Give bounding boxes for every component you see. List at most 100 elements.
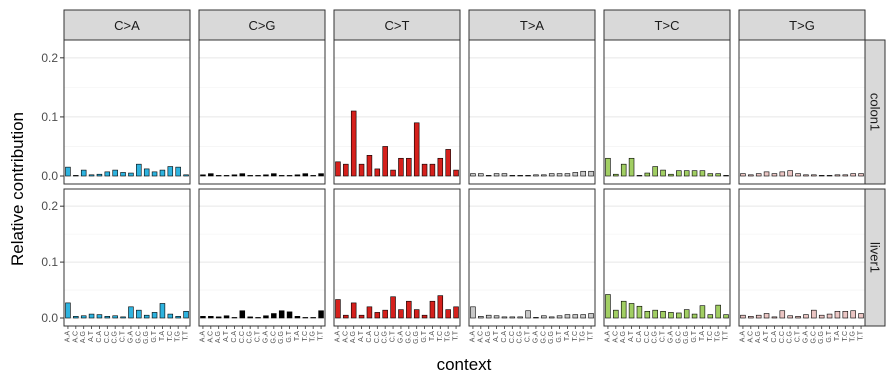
bar-C.A (96, 314, 103, 319)
x-tick-label: A.A (604, 331, 611, 343)
bar-T.C (842, 310, 849, 319)
row-strip-colon1: colon1 (864, 39, 886, 185)
x-axis-title: context (437, 355, 492, 374)
panel-colon1-T-C (603, 39, 731, 185)
bar-G.C (136, 309, 142, 319)
x-tick-label: A.A (64, 331, 71, 343)
bar-A.G (350, 110, 357, 177)
bar-A.G (620, 300, 627, 319)
bar-A.T (358, 163, 365, 177)
bar-T.A (699, 170, 706, 177)
bar-A.C (73, 316, 79, 319)
x-tick-label: A.C (747, 331, 754, 343)
bar-A.T (628, 303, 635, 319)
bar-C.T (525, 175, 531, 177)
bar-T.T (318, 310, 324, 319)
bar-C.G (652, 309, 658, 319)
bar-G.G (683, 309, 690, 319)
x-tick-label: C.A (366, 331, 373, 343)
bar-A.A (335, 161, 341, 177)
facet-strip-C-A: C>A (63, 9, 191, 41)
bar-A.T (223, 175, 230, 177)
x-tick-label: C.T (120, 330, 127, 342)
bar-A.G (485, 314, 492, 319)
x-tick-label: C.G (652, 331, 659, 343)
bar-A.T (88, 313, 95, 319)
bar-C.A (366, 155, 373, 177)
x-ticks-C-T: A.A A.C A.G A.T C.A C.C C.G C.T G.A G.C G.G G.T T.A T… (334, 326, 460, 344)
bar-A.C (478, 173, 484, 177)
bar-G.C (811, 309, 817, 319)
x-tick-label: T.A (564, 331, 571, 341)
x-tick-label: C.C (509, 331, 516, 343)
bar-G.G (683, 170, 690, 177)
x-tick-label: G.C (270, 331, 277, 343)
panels-layer: C>A C>G C>T T>A T>C T>Gcolon1liver10.00.10.20… (41, 9, 886, 344)
bar-T.A (564, 173, 571, 177)
bar-T.G (850, 173, 856, 177)
bar-T.A (294, 316, 301, 319)
facet-strip-T-C: T>C (603, 9, 731, 41)
bar-A.G (755, 314, 762, 319)
bar-A.C (343, 314, 349, 319)
x-tick-label: C.C (104, 331, 111, 343)
bar-G.A (803, 174, 809, 177)
bar-T.C (302, 173, 309, 177)
bar-C.A (96, 173, 103, 177)
x-tick-label: G.C (540, 331, 547, 343)
bar-T.G (715, 304, 721, 319)
x-tick-label: C.A (231, 331, 238, 343)
facet-strip-bg (468, 9, 596, 41)
bar-C.C (239, 173, 246, 177)
facet-strip-label: T>A (520, 18, 545, 33)
bar-A.A (470, 173, 476, 177)
row-strip-liver1: liver1 (864, 188, 886, 327)
panel-border (468, 39, 596, 185)
bar-G.C (676, 170, 682, 177)
x-tick-label: A.G (620, 331, 627, 343)
row-strip-label: liver1 (868, 242, 883, 273)
bar-G.T (421, 163, 428, 177)
facet-strip-label: C>A (114, 18, 140, 33)
x-tick-label: A.G (755, 331, 762, 343)
x-tick-label: A.C (207, 331, 214, 343)
bar-C.T (120, 172, 126, 177)
bar-C.T (255, 317, 261, 319)
x-tick-label: G.C (405, 331, 412, 343)
bar-T.C (302, 317, 309, 319)
x-tick-label: A.T (88, 330, 95, 342)
bar-T.C (167, 313, 174, 319)
x-tick-label: G.G (278, 331, 285, 344)
x-ticks-T-C: A.A A.C A.G A.T C.A C.C C.G C.T G.A G.C G.G G.T T.A T… (604, 326, 730, 344)
bar-C.T (390, 169, 396, 177)
x-tick-label: T.C (437, 331, 444, 342)
bar-T.A (699, 305, 706, 319)
bar-A.C (73, 175, 79, 177)
bar-T.T (453, 306, 459, 319)
bar-T.G (850, 310, 856, 319)
bar-C.T (525, 310, 531, 319)
x-tick-label: G.T (826, 330, 833, 342)
panel-border (333, 39, 461, 185)
bar-A.C (343, 163, 349, 177)
bar-T.G (310, 175, 316, 177)
panel-border (468, 188, 596, 327)
bar-T.A (834, 174, 841, 177)
bar-A.G (215, 316, 222, 319)
bar-G.A (263, 315, 269, 319)
panel-colon1-C-G (198, 39, 326, 185)
x-tick-label: C.C (644, 331, 651, 343)
x-tick-label: A.C (612, 331, 619, 343)
bar-A.T (358, 314, 365, 319)
y-tick-label: 0.1 (41, 110, 58, 124)
x-ticks-T-A: A.A A.C A.G A.T C.A C.C C.G C.T G.A G.C G.G G.T T.A T… (469, 326, 595, 344)
bar-C.A (771, 316, 778, 319)
bar-T.C (572, 314, 579, 319)
x-tick-label: G.T (421, 330, 428, 342)
bar-A.A (335, 299, 341, 319)
bar-G.A (668, 312, 674, 319)
facet-strip-bg (333, 9, 461, 41)
bar-A.A (65, 302, 71, 319)
bar-G.G (548, 316, 555, 319)
bar-T.C (707, 314, 714, 319)
